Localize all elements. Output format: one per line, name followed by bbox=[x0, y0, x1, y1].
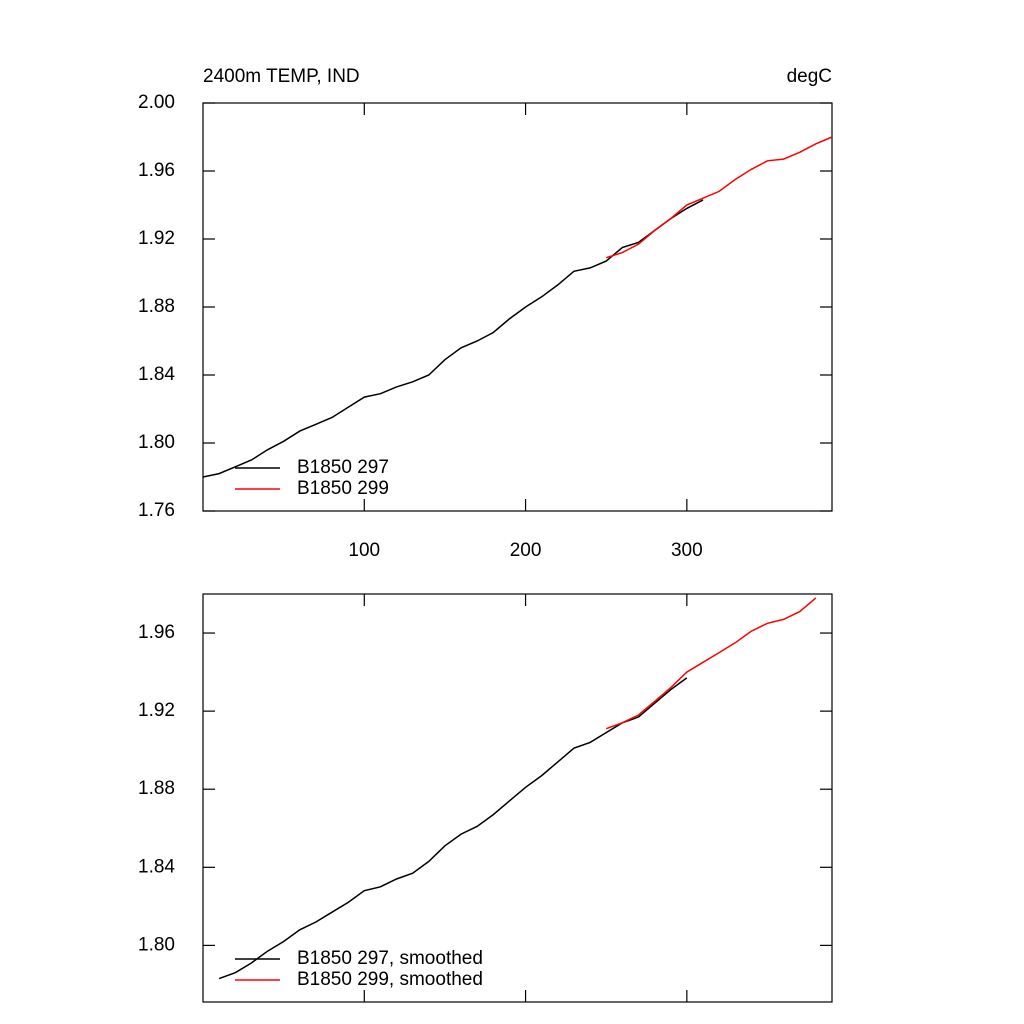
y-tick-label: 1.96 bbox=[138, 622, 175, 643]
series-line bbox=[218, 677, 688, 980]
y-tick-label: 1.80 bbox=[138, 432, 175, 453]
x-tick-label: 300 bbox=[671, 540, 703, 561]
chart-title: 2400m TEMP, IND bbox=[203, 66, 360, 87]
legend-label: B1850 297 bbox=[297, 457, 389, 478]
y-tick-label: 1.88 bbox=[138, 296, 175, 317]
y-tick-label: 1.84 bbox=[138, 856, 175, 877]
plot-frame bbox=[202, 102, 833, 512]
x-tick-label: 100 bbox=[348, 540, 380, 561]
y-tick-label: 2.00 bbox=[138, 92, 175, 113]
legend-label: B1850 299 bbox=[297, 478, 389, 499]
x-tick-label: 200 bbox=[510, 540, 542, 561]
y-tick-label: 1.76 bbox=[138, 500, 175, 521]
legend-label: B1850 297, smoothed bbox=[297, 948, 483, 969]
y-tick-label: 1.84 bbox=[138, 364, 175, 385]
units-label: degC bbox=[787, 66, 832, 87]
series-line bbox=[202, 199, 704, 478]
series-line bbox=[605, 136, 833, 259]
series-line bbox=[605, 597, 817, 730]
y-tick-label: 1.88 bbox=[138, 778, 175, 799]
plot-frame bbox=[202, 593, 833, 1003]
y-tick-label: 1.92 bbox=[138, 228, 175, 249]
legend-label: B1850 299, smoothed bbox=[297, 969, 483, 990]
y-tick-label: 1.80 bbox=[138, 934, 175, 955]
y-tick-label: 1.92 bbox=[138, 700, 175, 721]
y-tick-label: 1.96 bbox=[138, 160, 175, 181]
